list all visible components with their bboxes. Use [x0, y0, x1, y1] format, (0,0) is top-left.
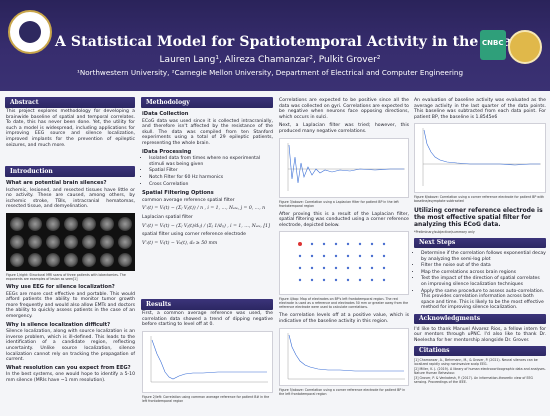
results-section: First, a common average reference was us…: [142, 311, 273, 407]
figure-4-electrode-map: [279, 231, 409, 296]
data-processing-list: Isolated data from times where no experi…: [142, 156, 273, 187]
col3-text-1: Correlations are expected to be positive…: [279, 98, 409, 120]
methodology-heading: Methodology: [141, 97, 273, 108]
figure-2-plot: [142, 330, 273, 393]
laplacian-label: Laplacian spatial filter: [142, 214, 193, 220]
list-item: Cross Correlation: [149, 182, 273, 188]
figure-6-plot: [414, 123, 546, 194]
laplacian-correlation-graph: [287, 142, 405, 191]
citation-item: [2] Miller, K. J. (2019). A library of h…: [414, 366, 546, 375]
figure-1-caption: Figure 1/right: Structural MRI scans of …: [6, 272, 126, 281]
figure-5-caption: Figure 5/above: Correlation using a corn…: [279, 387, 406, 396]
list-item: Apply the same procedure to assess auto-…: [421, 289, 546, 311]
citations-heading: Citations: [414, 346, 546, 356]
abstract-section: This project explores methodology for de…: [6, 109, 135, 151]
figure-6-caption: Figure 6/above: Correlation using a corn…: [414, 195, 545, 204]
key-finding: Utilizing corner reference electrode is …: [414, 207, 543, 229]
results-heading: Results: [141, 299, 273, 310]
cer-correlation-graph: [287, 332, 405, 379]
intro-q2: Why use EEG for silence localization?: [6, 283, 115, 290]
intro-q3-text: Silence localization, along with source …: [6, 329, 135, 363]
introduction-section: What are potential brain silences? Ische…: [6, 178, 135, 386]
intro-q4-text: In the best systems, one would hope to i…: [6, 372, 135, 383]
col3-text-4: The correlation levels off at a positive…: [279, 313, 409, 324]
car-equation: V'ᵢ(t) = Vᵢ(t) − (Σⱼ Vⱼ(t)) / n , i = 1,…: [142, 206, 266, 212]
data-collection-heading: iData Collection: [142, 111, 189, 117]
list-item: Map the correlations across brain region…: [421, 270, 546, 276]
results-continued-column: Correlations are expected to be positive…: [279, 98, 409, 400]
intro-q3: Why is silence localization difficult?: [6, 321, 111, 328]
next-steps-list: Determine if the correlation follows exp…: [414, 251, 546, 311]
cer-label: spatial filter using corner reference el…: [142, 232, 246, 238]
list-item: Test the impact of the direction of spat…: [421, 276, 546, 287]
figure-5-plot: [279, 327, 409, 386]
col3-text-2: Next, a Laplacian filter was tried; howe…: [279, 123, 409, 134]
list-item: Filter the noise out of the data: [421, 263, 546, 269]
list-item: Notch Filter for 60 Hz harmonics: [149, 175, 273, 181]
acknowledgments-heading: Acknowledgments: [414, 313, 546, 324]
results-text: First, a common average reference was us…: [142, 311, 273, 328]
col4-text-1: An evaluation of baseline activity was e…: [414, 98, 546, 120]
acknowledgments-text: I'd like to thank Manuel Alvarez Rios, a…: [414, 326, 546, 343]
figure-2-caption: Figure 2/left: Correlation using common …: [142, 394, 270, 403]
list-item: Determine if the correlation follows exp…: [421, 251, 546, 262]
intro-q1: What are potential brain silences?: [6, 180, 107, 186]
introduction-heading: Introduction: [5, 166, 135, 177]
key-finding-note: *Preliminary/subjective/summary only: [414, 230, 475, 235]
cer-equation: V'ᵢ(t) = Vᵢ(t) − V₀(t), d₀ ≥ 50 mm: [142, 240, 218, 246]
poster-title: A Statistical Model for Spatiotemporal A…: [55, 34, 528, 50]
list-item: Spatial Filter: [149, 168, 273, 174]
data-processing-heading: iData Processing: [142, 148, 192, 155]
car-correlation-graph: [150, 335, 268, 382]
intro-q1-text: Ischemic, lesioned, and resected tissues…: [6, 187, 135, 210]
data-collection-text: ECoG data was used since it is collected…: [142, 118, 273, 146]
cnbc-logo: CNBC: [480, 30, 506, 60]
laplacian-equation: V'ᵢ(t) = Vᵢ(t) − (Σⱼ Vⱼ(t)/dᵢⱼ) / (Σⱼ 1/…: [142, 223, 270, 229]
citation-item: [3] Grover, P. & Venkatesh, P. (2017). A…: [414, 375, 533, 384]
abstract-text: This project explores methodology for de…: [6, 109, 135, 148]
col3-text-3: After proving this is a result of the La…: [279, 211, 409, 228]
authors: Lauren Lang¹, Alireza Chamanzar², Pulkit…: [159, 55, 381, 65]
figure-4-caption: Figure 4/top: Map of electrodes on BP's …: [279, 297, 409, 310]
northwestern-seal-logo: [8, 10, 52, 54]
cmu-seal-logo: [508, 30, 542, 64]
figure-3-plot: [279, 137, 409, 198]
spatial-filtering-heading: Spatial Filtering Options: [142, 190, 214, 197]
car-label: common average reference spatial filter: [142, 197, 235, 203]
affiliations: ¹Northwestern University, ²Carnegie Mell…: [76, 68, 464, 77]
list-item: Isolated data from times where no experi…: [149, 156, 273, 167]
poster-header: A Statistical Model for Spatiotemporal A…: [0, 0, 550, 91]
mri-scans-figure: [6, 212, 135, 271]
baseline-subtracted-graph: [422, 128, 541, 187]
conclusions-column: An evaluation of baseline activity was e…: [414, 98, 546, 385]
electrode-map-graph: [298, 242, 386, 282]
figure-3-caption: Figure 3/above: Correlation using a Lapl…: [279, 199, 399, 208]
abstract-heading: Abstract: [5, 97, 135, 108]
methodology-section: iData Collection ECoG data was used sinc…: [142, 109, 273, 249]
intro-q4: What resolution can you expect from EEG?: [6, 364, 131, 371]
intro-q2-text: EEGs are more cost effective and portabl…: [6, 291, 135, 319]
citation-item: [1] Chamanzar, A., Behrmann, M., & Grove…: [414, 357, 538, 366]
next-steps-heading: Next Steps: [414, 238, 546, 248]
